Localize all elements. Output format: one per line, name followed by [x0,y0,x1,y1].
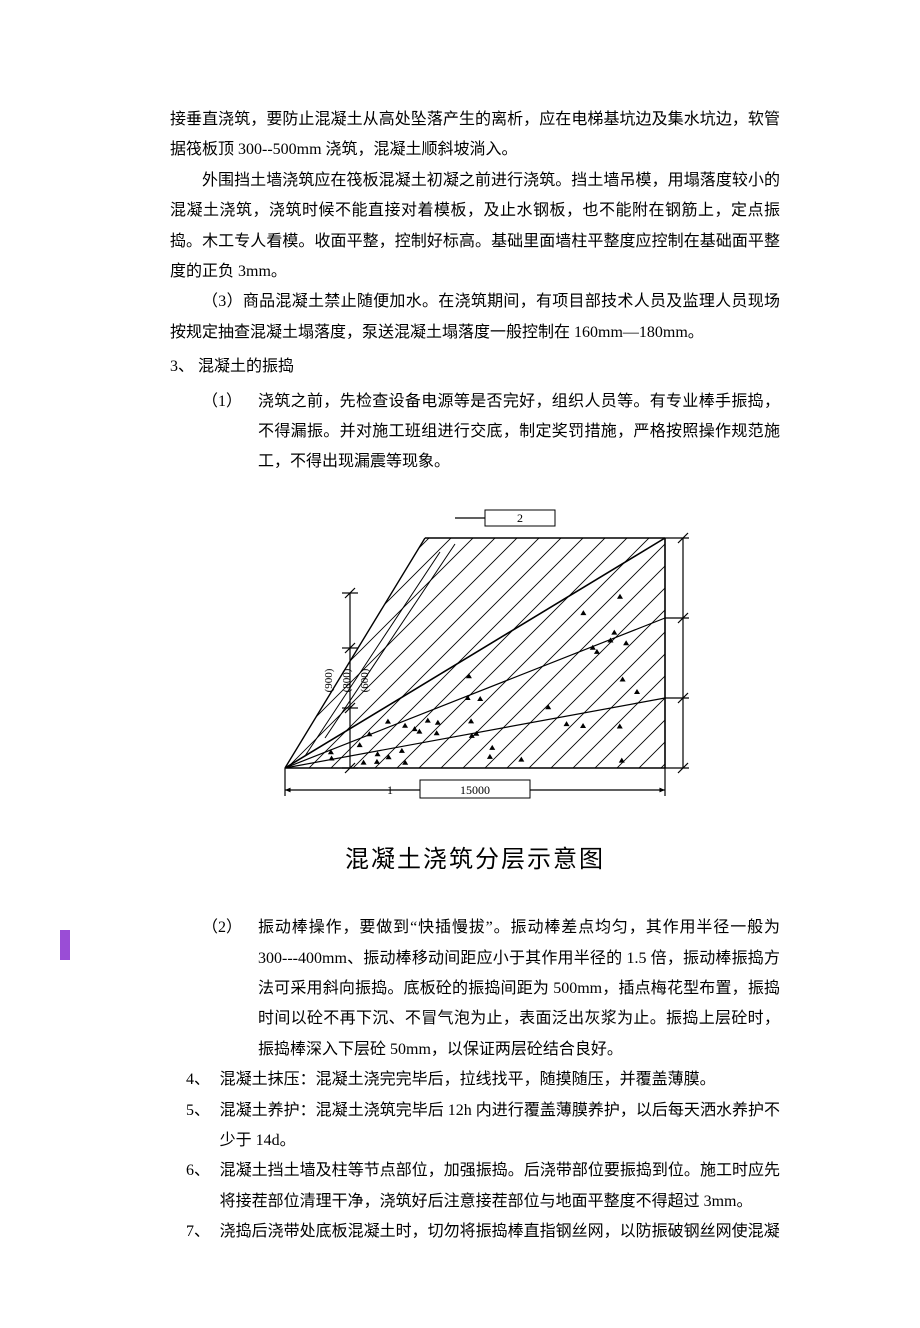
list-item-2: （2） 振动棒操作，要做到“快插慢拔”。振动棒差点均匀，其作用半径一般为 300… [170,913,780,1065]
list-num-1: （1） [170,387,258,478]
document-page: 接垂直浇筑，要防止混凝土从高处坠落产生的离析，应在电梯基坑边及集水坑边，软管据筏… [0,0,920,1328]
list-num-2: （2） [170,913,258,1065]
item-4-body: 混凝土抹压：混凝土浇完完毕后，拉线找平，随摸随压，并覆盖薄膜。 [220,1065,780,1095]
item-7: 7、 浇捣后浇带处底板混凝土时，切勿将振捣棒直指钢丝网，以防振破钢丝网使混凝 [170,1217,780,1247]
item-5: 5、 混凝土养护：混凝土浇筑完毕后 12h 内进行覆盖薄膜养护，以后每天洒水养护… [170,1096,780,1157]
svg-text:(900): (900) [323,668,335,692]
svg-text:(600): (600) [359,668,371,692]
diagram-svg: 2 (900) (800) (600) 15000 1 [255,498,695,828]
item-7-body: 浇捣后浇带处底板混凝土时，切勿将振捣棒直指钢丝网，以防振破钢丝网使混凝 [220,1217,780,1247]
item-6-num: 6、 [170,1156,220,1217]
paragraph-3: （3）商品混凝土禁止随便加水。在浇筑期间，有项目部技术人员及监理人员现场按规定抽… [170,287,780,348]
svg-text:2: 2 [517,511,523,525]
item-5-num: 5、 [170,1096,220,1157]
svg-text:15000: 15000 [460,783,490,797]
list-item-1: （1） 浇筑之前，先检查设备电源等是否完好，组织人员等。有专业棒手振捣，不得漏振… [170,387,780,478]
paragraph-1: 接垂直浇筑，要防止混凝土从高处坠落产生的离析，应在电梯基坑边及集水坑边，软管据筏… [170,105,780,166]
svg-text:1: 1 [387,783,393,797]
item-6: 6、 混凝土挡土墙及柱等节点部位，加强振捣。后浇带部位要振捣到位。施工时应先将接… [170,1156,780,1217]
list-body-1: 浇筑之前，先检查设备电源等是否完好，组织人员等。有专业棒手振捣，不得漏振。并对施… [258,387,780,478]
item-6-body: 混凝土挡土墙及柱等节点部位，加强振捣。后浇带部位要振捣到位。施工时应先将接茬部位… [220,1156,780,1217]
heading-3: 3、 混凝土的振捣 [170,352,780,382]
item-4: 4、 混凝土抹压：混凝土浇完完毕后，拉线找平，随摸随压，并覆盖薄膜。 [170,1065,780,1095]
item-7-num: 7、 [170,1217,220,1247]
svg-text:(800): (800) [341,668,353,692]
diagram-caption: 混凝土浇筑分层示意图 [170,838,780,884]
margin-marker-icon [60,930,70,960]
item-5-body: 混凝土养护：混凝土浇筑完毕后 12h 内进行覆盖薄膜养护，以后每天洒水养护不少于… [220,1096,780,1157]
item-4-num: 4、 [170,1065,220,1095]
pour-layer-diagram: 2 (900) (800) (600) 15000 1 [255,498,695,828]
paragraph-2: 外围挡土墙浇筑应在筏板混凝土初凝之前进行浇筑。挡土墙吊模，用塌落度较小的混凝土浇… [170,166,780,288]
list-body-2: 振动棒操作，要做到“快插慢拔”。振动棒差点均匀，其作用半径一般为 300---4… [258,913,780,1065]
